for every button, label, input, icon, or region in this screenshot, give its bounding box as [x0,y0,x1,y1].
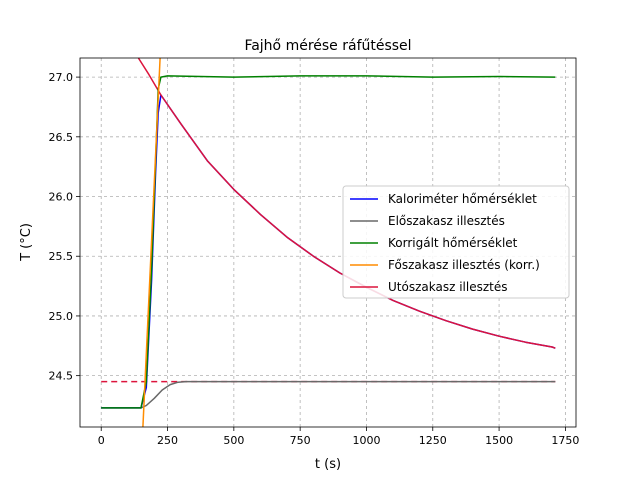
grid [80,58,576,427]
series-line-3 [101,75,556,409]
x-tick-label: 1000 [352,434,380,447]
plot-frame [79,57,577,428]
series-line-4 [142,58,161,427]
x-tick-label: 250 [157,434,178,447]
chart-title: Fajhő mérése ráfűtéssel [244,38,411,54]
x-tick-label: 1750 [551,434,579,447]
y-tick-label: 27.0 [49,71,74,84]
y-tick-label: 25.0 [49,310,74,323]
y-tick-label: 24.5 [49,370,74,383]
x-tick-label: 1500 [485,434,513,447]
y-axis-ticks: 24.5 25.0 25.5 26.0 26.5 27.0 [49,71,80,383]
x-tick-label: 0 [98,434,105,447]
x-axis-ticks: 0 250 500 750 1000 1250 1500 1750 [98,427,579,447]
x-tick-label: 750 [290,434,311,447]
y-tick-label: 26.5 [49,131,74,144]
y-tick-label: 26.0 [49,191,74,204]
y-axis-label: T (°C) [19,223,34,262]
series-line-2 [101,380,556,409]
y-tick-label: 25.5 [49,250,74,263]
legend: Kaloriméter hőmérséklet Előszakasz illesz… [342,185,570,299]
x-tick-label: 1250 [419,434,447,447]
legend-frame [342,185,570,299]
x-axis-label: t (s) [315,457,341,472]
series-group [101,58,556,427]
legend-label: Korrigált hőmérséklet [388,236,518,250]
series-line-5 [137,58,556,349]
legend-label: Kaloriméter hőmérséklet [388,192,537,206]
legend-label: Utószakasz illesztés [388,280,507,294]
legend-label: Előszakasz illesztés [388,214,505,228]
legend-label: Főszakasz illesztés (korr.) [388,258,540,272]
x-tick-label: 500 [223,434,244,447]
